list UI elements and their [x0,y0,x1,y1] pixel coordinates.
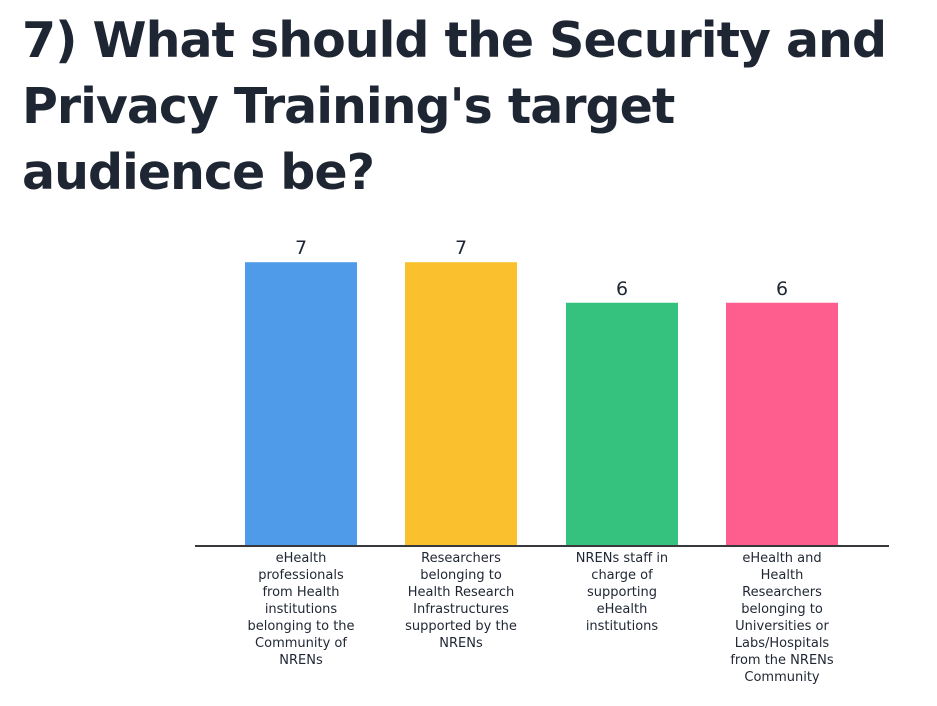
category-label-4: eHealth and Health Researchers belonging… [730,551,834,685]
bar-value-label-1: 7 [295,237,307,259]
bar-3 [566,302,678,546]
bar-value-label-4: 6 [776,278,788,300]
category-label-3: NRENs staff in charge of supporting eHea… [575,551,669,634]
bar-2 [405,262,517,546]
bar-1 [245,262,357,546]
category-label-2: Researchers belonging to Health Research… [405,551,517,651]
bar-value-label-3: 6 [616,278,628,300]
category-label-1: eHealth professionals from Health instit… [247,551,355,668]
bar-4 [726,302,838,546]
page-title: 7) What should the Security and Privacy … [22,12,887,201]
bar-value-label-2: 7 [455,237,467,259]
